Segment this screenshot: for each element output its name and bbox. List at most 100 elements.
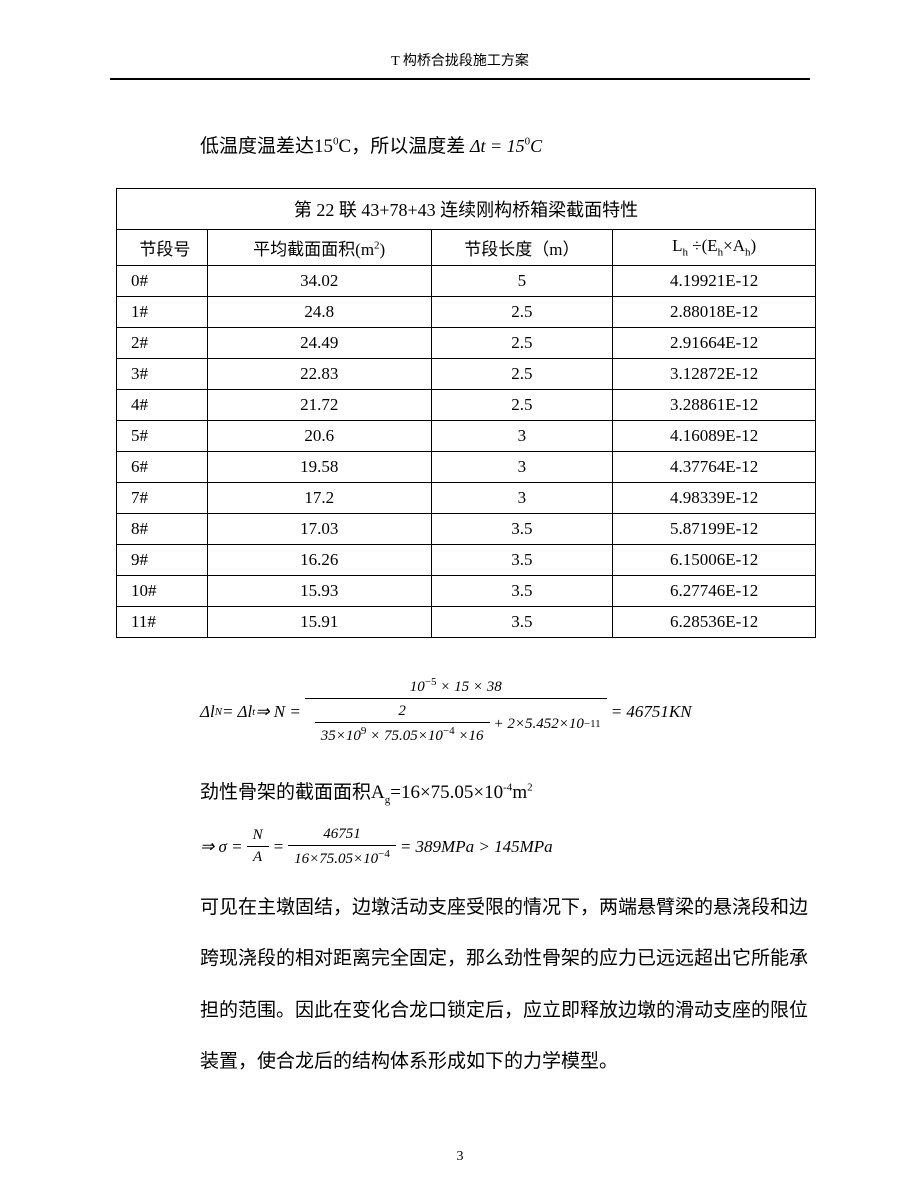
table-cell-len: 5 <box>431 266 613 297</box>
table-cell-area: 17.2 <box>207 483 431 514</box>
f1-inner-den-a: 35×10 <box>321 728 361 744</box>
table-cell-area: 24.49 <box>207 328 431 359</box>
page-header: T 构桥合拢段施工方案 <box>110 50 810 80</box>
f1-inner-den-b-sup: −4 <box>443 725 455 737</box>
table-cell-len: 2.5 <box>431 297 613 328</box>
table-row: 4#21.722.53.28861E-12 <box>117 390 816 421</box>
table-cell-seg: 9# <box>117 545 208 576</box>
header-ratio-close: ) <box>751 236 757 255</box>
table-cell-len: 2.5 <box>431 390 613 421</box>
table-title-row: 第 22 联 43+78+43 连续刚构桥箱梁截面特性 <box>117 189 816 230</box>
f1-den: 2 35×109 × 75.05×10−4 ×16 + 2×5.452×10−1… <box>305 699 607 749</box>
table-cell-len: 3 <box>431 452 613 483</box>
table-cell-ratio: 6.27746E-12 <box>613 576 816 607</box>
table-cell-seg: 1# <box>117 297 208 328</box>
intro-formula: Δt = 15 <box>470 136 525 156</box>
table-cell-seg: 7# <box>117 483 208 514</box>
table-cell-ratio: 3.12872E-12 <box>613 359 816 390</box>
table-row: 11#15.913.56.28536E-12 <box>117 607 816 638</box>
f1-plus: + 2×5.452×10 <box>494 716 584 733</box>
intro-text: 低温度温差达150C，所以温度差 Δt = 150C <box>200 130 810 164</box>
table-cell-ratio: 4.37764E-12 <box>613 452 816 483</box>
table-cell-seg: 10# <box>117 576 208 607</box>
f2-frac1: N A <box>247 825 269 868</box>
table-cell-len: 3.5 <box>431 545 613 576</box>
f2-frac2-num: 46751 <box>317 824 367 845</box>
f1-num-a: 10 <box>410 679 425 695</box>
header-ratio-mid: ÷(E <box>688 236 718 255</box>
table-cell-ratio: 5.87199E-12 <box>613 514 816 545</box>
intro-mid: C，所以温度差 <box>339 136 466 157</box>
f2-arrow: ⇒ σ = <box>200 837 243 857</box>
f1-num-rest: × 15 × 38 <box>436 679 501 695</box>
table-cell-seg: 11# <box>117 607 208 638</box>
table-row: 8#17.033.55.87199E-12 <box>117 514 816 545</box>
f1-plus-sup: −11 <box>584 718 601 730</box>
table-title: 第 22 联 43+78+43 连续刚构桥箱梁截面特性 <box>117 189 816 230</box>
table-cell-seg: 3# <box>117 359 208 390</box>
table-cell-len: 3.5 <box>431 514 613 545</box>
table-cell-len: 3 <box>431 421 613 452</box>
body-paragraph: 可见在主墩固结，边墩活动支座受限的情况下，两端悬臂梁的悬浇段和边跨现浇段的相对距… <box>200 882 810 1087</box>
table-row: 6#19.5834.37764E-12 <box>117 452 816 483</box>
table-cell-ratio: 6.28536E-12 <box>613 607 816 638</box>
f1-outer-frac: 10−5 × 15 × 38 2 35×109 × 75.05×10−4 ×16… <box>305 674 607 749</box>
f1-inner-num: 2 <box>392 701 412 722</box>
f1-sub1: N <box>215 706 222 718</box>
table-cell-seg: 2# <box>117 328 208 359</box>
mid-rest: =16×75.05×10 <box>390 782 503 803</box>
f1-inner-den-b: × 75.05×10 <box>366 728 443 744</box>
table-cell-len: 3.5 <box>431 607 613 638</box>
f2-frac1-den: A <box>247 847 268 868</box>
table-cell-len: 3 <box>431 483 613 514</box>
header-ratio-pre: L <box>672 236 682 255</box>
header-seg: 节段号 <box>117 230 208 266</box>
section-table: 第 22 联 43+78+43 连续刚构桥箱梁截面特性 节段号 平均截面面积(m… <box>116 188 816 638</box>
intro-prefix: 低温度温差达15 <box>200 136 333 157</box>
table-cell-area: 24.8 <box>207 297 431 328</box>
f2-frac2-den: 16×75.05×10−4 <box>288 846 396 870</box>
f2-frac2: 46751 16×75.05×10−4 <box>288 824 396 870</box>
mid-sup: -4 <box>503 782 512 794</box>
f1-num: 10−5 × 15 × 38 <box>404 674 508 698</box>
mid-end: m <box>512 782 527 803</box>
intro-unit-end: C <box>530 136 542 156</box>
table-cell-area: 34.02 <box>207 266 431 297</box>
header-ratio-mid2: ×A <box>723 236 745 255</box>
table-cell-area: 22.83 <box>207 359 431 390</box>
table-cell-seg: 6# <box>117 452 208 483</box>
table-cell-seg: 0# <box>117 266 208 297</box>
table-cell-ratio: 6.15006E-12 <box>613 545 816 576</box>
table-cell-area: 20.6 <box>207 421 431 452</box>
f1-inner-den-c: ×16 <box>455 728 484 744</box>
f2-frac2-den-a: 16×75.05×10 <box>294 851 378 867</box>
table-row: 2#24.492.52.91664E-12 <box>117 328 816 359</box>
table-cell-area: 16.26 <box>207 545 431 576</box>
f2-result: = 389MPa > 145MPa <box>400 837 553 857</box>
table-cell-seg: 5# <box>117 421 208 452</box>
table-cell-area: 21.72 <box>207 390 431 421</box>
table-cell-ratio: 4.16089E-12 <box>613 421 816 452</box>
f1-num-sup: −5 <box>425 676 437 688</box>
table-cell-len: 3.5 <box>431 576 613 607</box>
header-len: 节段长度（m） <box>431 230 613 266</box>
table-row: 1#24.82.52.88018E-12 <box>117 297 816 328</box>
table-cell-area: 15.91 <box>207 607 431 638</box>
mid-text: 劲性骨架的截面面积Ag=16×75.05×10-4m2 <box>200 777 810 806</box>
table-row: 5#20.634.16089E-12 <box>117 421 816 452</box>
f1-inner-den: 35×109 × 75.05×10−4 ×16 <box>315 723 490 747</box>
f1-inner-frac: 2 35×109 × 75.05×10−4 ×16 <box>315 701 490 747</box>
table-cell-area: 17.03 <box>207 514 431 545</box>
table-cell-len: 2.5 <box>431 359 613 390</box>
f2-frac2-den-sup: −4 <box>378 848 390 860</box>
header-ratio: Lh ÷(Eh×Ah) <box>613 230 816 266</box>
table-cell-ratio: 3.28861E-12 <box>613 390 816 421</box>
header-area-close: ) <box>380 240 386 259</box>
table-row: 9#16.263.56.15006E-12 <box>117 545 816 576</box>
table-row: 7#17.234.98339E-12 <box>117 483 816 514</box>
table-cell-seg: 8# <box>117 514 208 545</box>
table-cell-ratio: 4.98339E-12 <box>613 483 816 514</box>
formula-1: ΔlN = Δlt ⇒ N = 10−5 × 15 × 38 2 35×109 … <box>200 674 810 749</box>
mid-end-sup: 2 <box>527 782 533 794</box>
f1-left: Δl <box>200 702 215 722</box>
